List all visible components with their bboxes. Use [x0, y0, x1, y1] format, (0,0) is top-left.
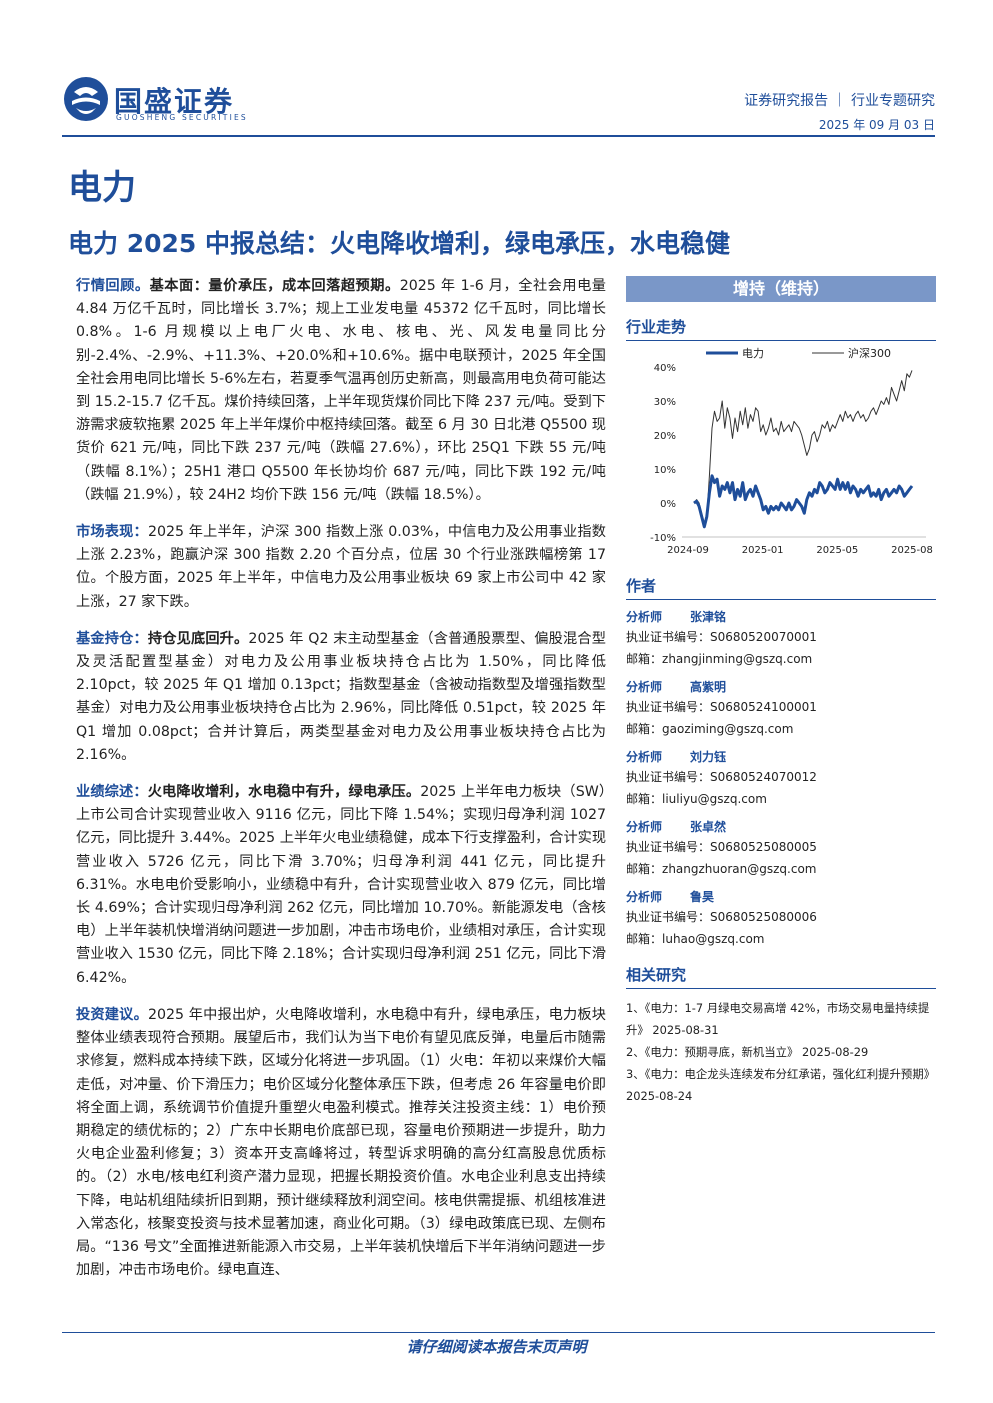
para-sub: 基本面：量价承压，成本回落超预期。 — [149, 278, 400, 294]
y-tick-label: 10% — [654, 465, 676, 476]
industry-title: 电力 — [68, 168, 136, 208]
author-email: 邮箱：zhangzhuoran@gszq.com — [626, 862, 817, 876]
author-name: 高紫明 — [690, 680, 727, 694]
para-text: 2025 上半年电力板块（SW）上市公司合计实现营业收入 9116 亿元，同比下… — [76, 784, 607, 986]
rating-badge: 增持（维持） — [626, 276, 936, 302]
author-license: 执业证书编号：S0680525080006 — [626, 910, 817, 924]
para-text: 2025 年 Q2 末主动型基金（含普通股票型、偏股混合型及灵活配置型基金）对电… — [76, 630, 606, 763]
author-role: 分析师 刘力钰 — [626, 750, 727, 764]
trend-title: 行业走势 — [626, 316, 936, 341]
author-name: 张卓然 — [690, 820, 727, 834]
author-license: 执业证书编号：S0680524100001 — [626, 700, 817, 714]
guosheng-logo-icon — [64, 77, 108, 121]
series-line-沪深300 — [693, 370, 913, 524]
y-tick-label: 30% — [654, 397, 676, 408]
author-license: 执业证书编号：S0680524070012 — [626, 770, 817, 784]
related-title: 相关研究 — [626, 964, 936, 989]
x-tick-label: 2025-01 — [742, 545, 784, 556]
author-email: 邮箱：gaoziming@gszq.com — [626, 722, 794, 736]
x-tick-label: 2024-09 — [667, 545, 709, 556]
footer-divider — [62, 1332, 935, 1333]
author-role: 分析师 张津铭 — [626, 610, 727, 624]
para-text: 2025 年上半年，沪深 300 指数上涨 0.03%，中信电力及公用事业指数上… — [76, 524, 606, 610]
author-name: 张津铭 — [690, 610, 727, 624]
report-date: 2025 年 09 月 03 日 — [818, 118, 935, 132]
paragraph-fund-holdings: 基金持仓：持仓见底回升。2025 年 Q2 末主动型基金（含普通股票型、偏股混合… — [76, 628, 606, 767]
author-license: 执业证书编号：S0680525080005 — [626, 840, 817, 854]
author-name: 鲁昊 — [690, 890, 715, 904]
para-text: 2025 年 1-6 月，全社会用电量 4.84 万亿千瓦时，同比增长 3.7%… — [76, 278, 606, 503]
author-role: 分析师 鲁昊 — [626, 890, 715, 904]
trend-chart: 电力 沪深300 -10% 0% 10% 20% 30% 40% 2024-09 2025-01 2… — [626, 341, 936, 561]
related-list: 1、《电力：1-7 月绿电交易高增 42%，市场交易电量持续提升》 2025-0… — [626, 997, 936, 1107]
author-name: 刘力钰 — [690, 750, 727, 764]
para-sub: 持仓见底回升。 — [147, 630, 249, 647]
author-role: 分析师 高紫明 — [626, 680, 727, 694]
author-email: 邮箱：luhao@gszq.com — [626, 932, 765, 946]
para-key: 基金持仓： — [76, 630, 148, 647]
report-title: 电力 2025 中报总结：火电降收增利，绿电承压，水电稳健 — [68, 229, 730, 258]
author-email: 邮箱：liuliyu@gszq.com — [626, 792, 767, 806]
sidebar: 增持（维持） 行业走势 电力 沪深300 -10% 0% 10% 20% 30% 40% 202… — [626, 276, 936, 1107]
legend-label: 沪深300 — [848, 346, 891, 360]
y-tick-label: -10% — [650, 533, 676, 544]
x-tick-label: 2025-08 — [891, 545, 933, 556]
author-role: 分析师 张卓然 — [626, 820, 727, 834]
paragraph-market-review: 行情回顾。基本面：量价承压，成本回落超预期。2025 年 1-6 月，全社会用电… — [76, 275, 606, 507]
related-item[interactable]: 1、《电力：1-7 月绿电交易高增 42%，市场交易电量持续提升》 2025-0… — [626, 1001, 930, 1037]
para-sub: 火电降收增利，水电稳中有升，绿电承压。 — [147, 784, 421, 801]
main-content: 行情回顾。基本面：量价承压，成本回落超预期。2025 年 1-6 月，全社会用电… — [76, 275, 606, 1296]
trend-chart-svg: 电力 沪深300 -10% 0% 10% 20% 30% 40% 2024-09 2025-01 2… — [650, 346, 933, 556]
para-key: 市场表现： — [76, 524, 148, 541]
footer-disclaimer: 请仔细阅读本报告末页声明 — [406, 1338, 587, 1356]
authors-title: 作者 — [626, 575, 936, 600]
logo-name: 国盛证券 — [114, 85, 235, 118]
paragraph-investment: 投资建议。2025 年中报出炉，火电降收增利，水电稳中有升，绿电承压，电力板块整… — [76, 1004, 606, 1282]
y-tick-label: 0% — [660, 499, 676, 510]
author-license: 执业证书编号：S0680520070001 — [626, 630, 817, 644]
para-text: 2025 年中报出炉，火电降收增利，水电稳中有升，绿电承压，电力板块整体业绩表现… — [76, 1006, 606, 1279]
para-key: 行情回顾。 — [76, 278, 150, 294]
paragraph-earnings: 业绩综述：火电降收增利，水电稳中有升，绿电承压。2025 上半年电力板块（SW）… — [76, 781, 606, 990]
legend-label: 电力 — [742, 347, 764, 360]
para-key: 投资建议。 — [76, 1006, 148, 1023]
paragraph-market-performance: 市场表现：2025 年上半年，沪深 300 指数上涨 0.03%，中信电力及公用… — [76, 521, 606, 614]
y-tick-label: 20% — [654, 431, 676, 442]
author-email: 邮箱：zhangjinming@gszq.com — [626, 652, 813, 666]
y-tick-label: 40% — [654, 363, 676, 374]
x-tick-label: 2025-05 — [816, 545, 858, 556]
header-divider — [62, 135, 935, 137]
series-line-电力 — [693, 474, 914, 529]
report-type: 证券研究报告 ｜ 行业专题研究 — [744, 93, 935, 109]
related-item[interactable]: 3、《电力：电企龙头连续发布分红承诺，强化红利提升预期》 2025-08-24 — [626, 1067, 936, 1103]
para-key: 业绩综述： — [76, 784, 148, 801]
logo-english: GUOSHENG SECURITIES — [116, 113, 248, 122]
related-item[interactable]: 2、《电力：预期寻底，新机当立》 2025-08-29 — [626, 1045, 869, 1059]
authors-list: 分析师 张津铭 执业证书编号：S0680520070001 邮箱：zhangjin… — [626, 608, 936, 950]
